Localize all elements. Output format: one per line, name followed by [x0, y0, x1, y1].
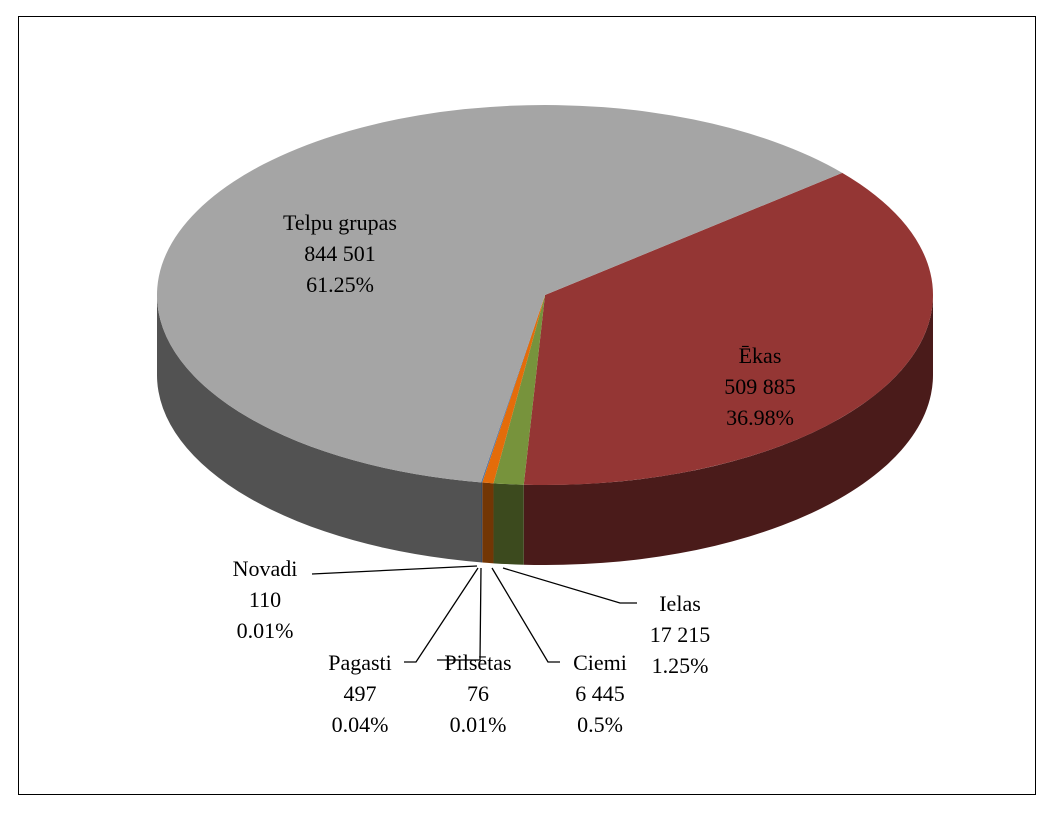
slice-value: 76	[467, 681, 489, 706]
slice-value: 509 885	[724, 374, 796, 399]
slice-label: Ielas	[659, 591, 701, 616]
slice-share: 1.25%	[652, 653, 709, 678]
slice-label: Telpu grupas	[283, 210, 397, 235]
pie-tops	[157, 105, 933, 485]
slice-label: Novadi	[233, 556, 298, 581]
slice-side	[481, 482, 482, 562]
slice-side	[482, 482, 493, 563]
slice-value: 844 501	[304, 241, 376, 266]
slice-label: Pilsētas	[444, 650, 511, 675]
slice-side	[493, 483, 523, 564]
slice-share: 0.5%	[577, 712, 623, 737]
slice-share: 61.25%	[306, 272, 374, 297]
slice-share: 0.04%	[332, 712, 389, 737]
slice-value: 110	[249, 587, 281, 612]
slice-value: 497	[344, 681, 377, 706]
slice-label: Ciemi	[573, 650, 627, 675]
slice-share: 0.01%	[237, 618, 294, 643]
slice-value: 6 445	[575, 681, 625, 706]
slice-share: 36.98%	[726, 405, 794, 430]
slice-label: Pagasti	[328, 650, 392, 675]
slice-share: 0.01%	[450, 712, 507, 737]
slice-value: 17 215	[650, 622, 711, 647]
slice-label: Ēkas	[739, 343, 782, 368]
